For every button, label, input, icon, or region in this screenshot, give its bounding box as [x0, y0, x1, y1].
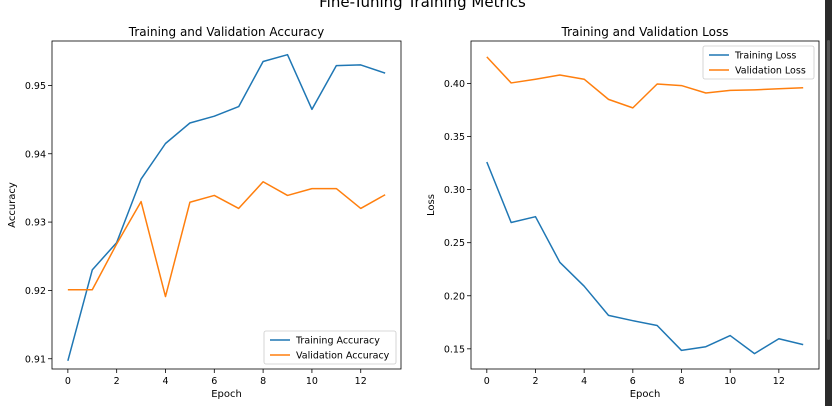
legend: Training Loss Validation Loss — [702, 45, 815, 80]
series-line-1 — [486, 161, 804, 355]
legend-box — [263, 330, 397, 365]
scrollbar-thumb[interactable] — [827, 40, 830, 340]
y-axis-label: Loss — [426, 194, 437, 216]
x-tick-label: 4 — [581, 376, 587, 387]
y-tick-label: 0.35 — [444, 132, 465, 143]
x-tick-label: 8 — [260, 376, 266, 387]
x-axis-label: Epoch — [630, 389, 661, 400]
loss-chart: Training and Validation Loss 0 2 4 6 8 10 12 0.1… — [426, 25, 820, 400]
legend-entry-label: Training Accuracy — [295, 336, 380, 347]
x-tick-label: 12 — [355, 376, 367, 387]
y-axis-label: Accuracy — [7, 182, 18, 228]
legend-entry-label: Validation Accuracy — [296, 351, 390, 362]
chart-title: Training and Validation Loss — [561, 25, 729, 39]
x-tick-label: 8 — [678, 376, 684, 387]
y-tick-label: 0.25 — [444, 238, 465, 249]
series-line-1 — [67, 53, 386, 361]
y-tick-label: 0.94 — [25, 149, 46, 160]
x-tick-label: 12 — [773, 376, 785, 387]
x-tick-label: 2 — [532, 376, 538, 387]
legend-entry-label: Training Loss — [734, 51, 796, 62]
figure-title: Fine-Tuning Training Metrics — [319, 0, 526, 11]
legend-entry-label: Validation Loss — [735, 66, 806, 77]
y-tick-label: 0.92 — [25, 286, 46, 297]
y-tick-label: 0.91 — [25, 354, 46, 365]
y-tick-label: 0.93 — [25, 218, 46, 229]
plot-frame — [470, 40, 820, 370]
y-tick-label: 0.20 — [444, 291, 465, 302]
x-tick-label: 10 — [724, 376, 736, 387]
accuracy-chart: Training and Validation Accuracy 0 2 4 6 8 10 1… — [7, 25, 402, 400]
y-tick-label: 0.15 — [444, 344, 465, 355]
plot-frame — [51, 40, 402, 370]
x-axis-label: Epoch — [211, 389, 242, 400]
legend-box — [702, 45, 815, 80]
series-line-2 — [67, 181, 386, 298]
x-tick-label: 2 — [114, 376, 120, 387]
window-scrollbar[interactable] — [825, 0, 832, 406]
legend: Training Accuracy Validation Accuracy — [263, 330, 397, 365]
y-tick-label: 0.30 — [444, 185, 465, 196]
chart-title: Training and Validation Accuracy — [128, 25, 324, 39]
x-tick-label: 10 — [306, 376, 318, 387]
x-tick-label: 4 — [162, 376, 168, 387]
y-tick-label: 0.95 — [25, 81, 46, 92]
y-tick-label: 0.40 — [444, 79, 465, 90]
series-line-2 — [486, 56, 804, 109]
x-tick-label: 6 — [211, 376, 217, 387]
x-tick-label: 0 — [484, 376, 490, 387]
x-tick-label: 0 — [65, 376, 71, 387]
x-tick-label: 6 — [630, 376, 636, 387]
